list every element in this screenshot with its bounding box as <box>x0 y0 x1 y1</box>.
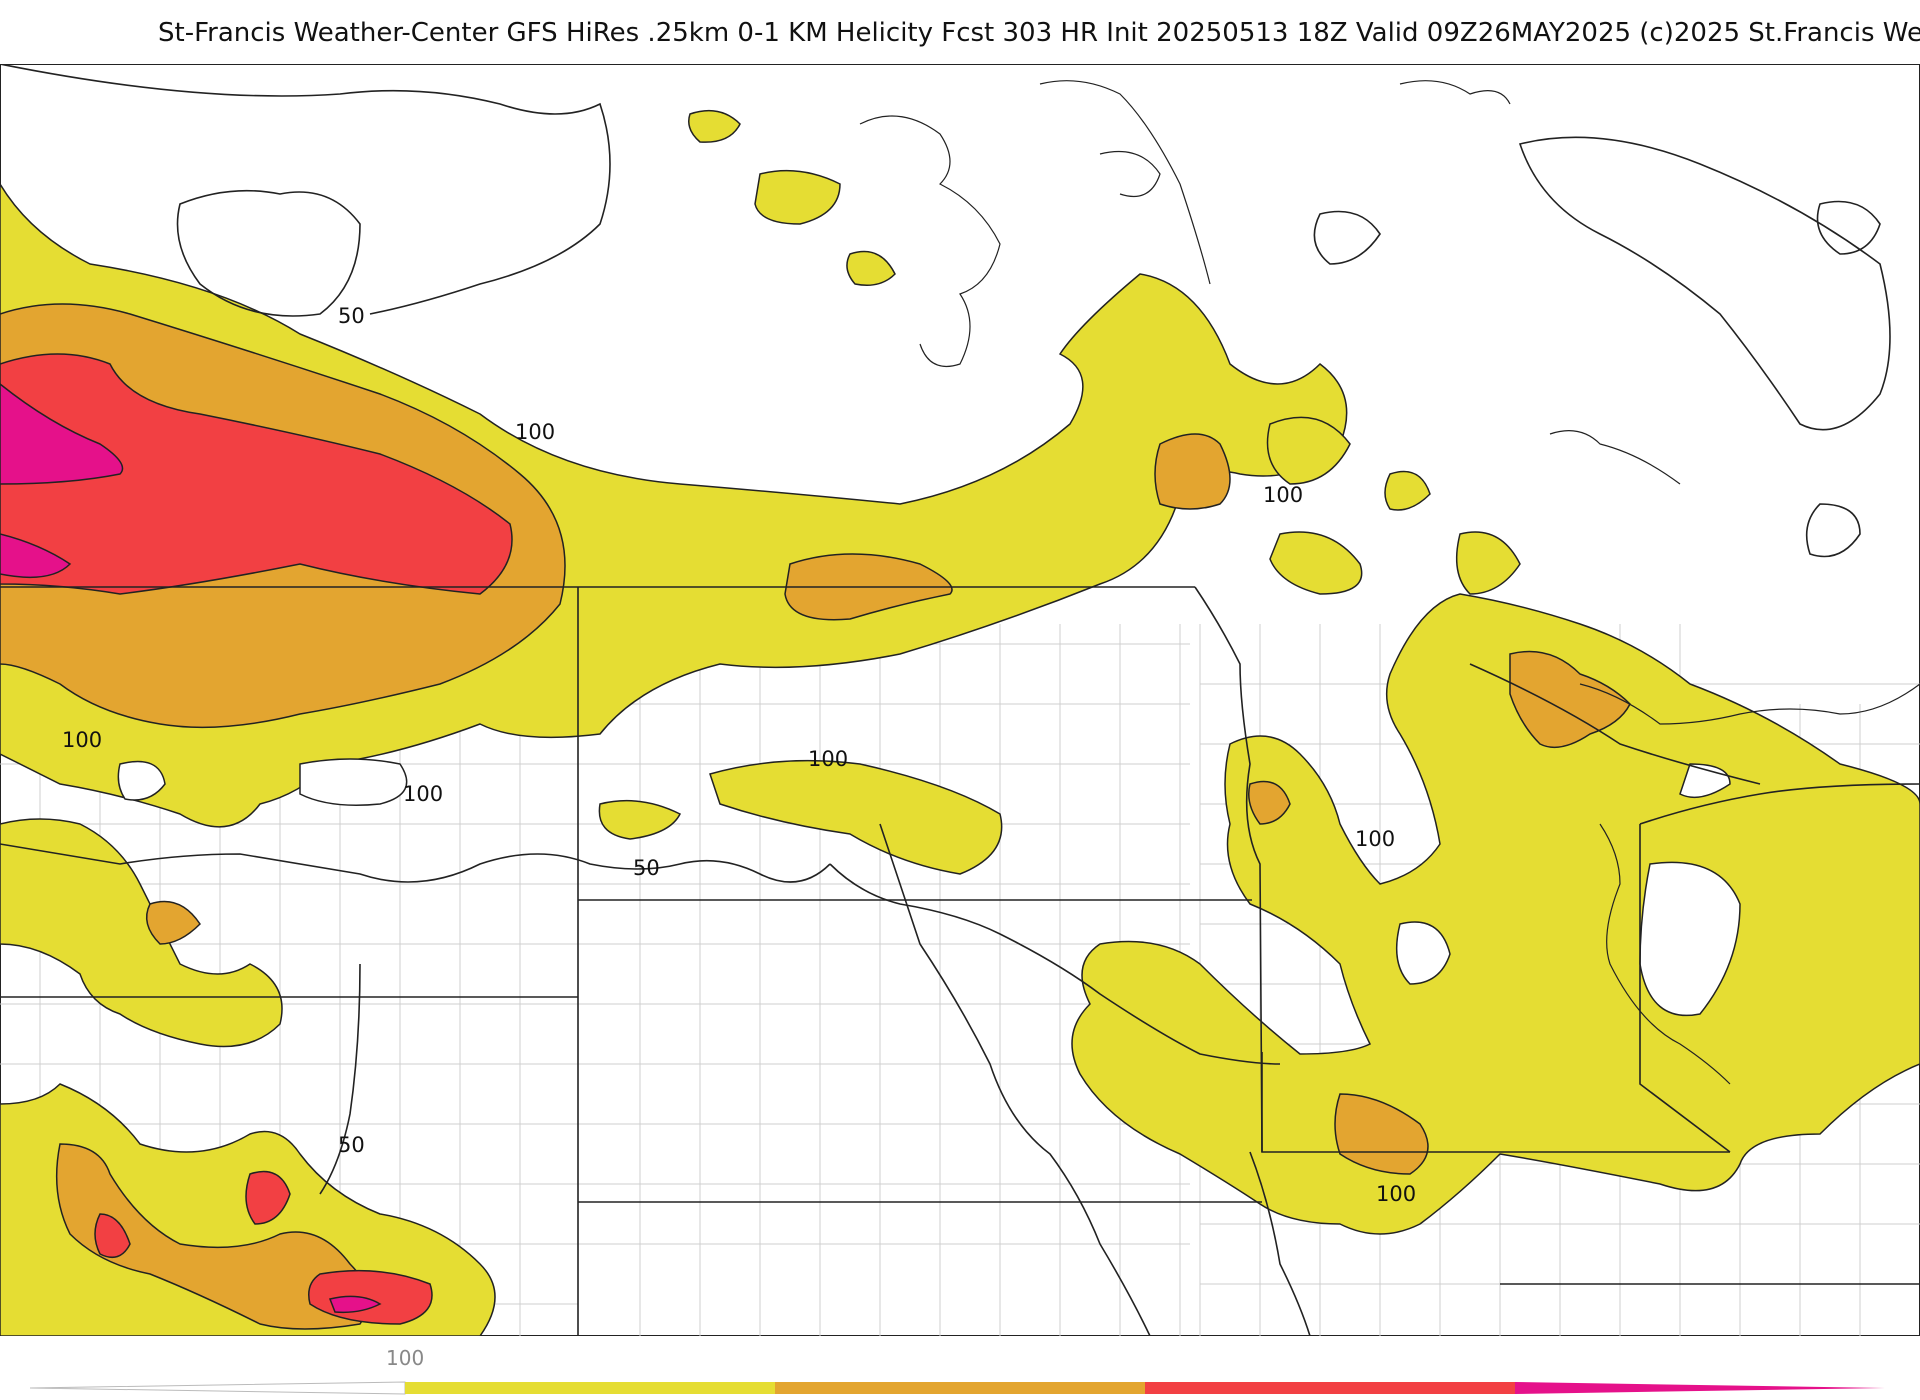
color-legend: 100 <box>0 1336 1920 1400</box>
contour-label: 100 <box>808 747 848 771</box>
legend-tick-label: 100 <box>386 1346 425 1370</box>
fill-150-east1 <box>1509 650 1631 749</box>
fill-100-blob7 <box>1455 531 1521 595</box>
contour-label: 100 <box>1263 483 1303 507</box>
coastlines <box>859 80 1920 1085</box>
fill-100-central-strip <box>709 759 1003 875</box>
contour-label: 100 <box>515 420 555 444</box>
fill-150-east3 <box>1334 1093 1429 1175</box>
legend-segment-4 <box>1515 1382 1885 1394</box>
legend-segment-2 <box>775 1382 1145 1394</box>
contour-label: 100 <box>1355 827 1395 851</box>
legend-segment-3 <box>1145 1382 1515 1394</box>
state-borders <box>0 586 1920 1336</box>
fill-100-blob5 <box>1384 470 1431 511</box>
contour-label: 50 <box>338 304 365 328</box>
contour-50-lines <box>0 64 1891 1195</box>
low-helicity-holes <box>117 758 1741 1017</box>
fill-100-blob3 <box>846 250 896 286</box>
legend-segment-0 <box>29 1381 406 1395</box>
contour-label: 100 <box>62 728 102 752</box>
fill-100-blob2 <box>754 169 841 225</box>
fill-250-west-2 <box>0 533 72 579</box>
contour-label: 100 <box>1376 1182 1416 1206</box>
contour-label: 50 <box>633 856 660 880</box>
helicity-fills <box>0 109 1920 1336</box>
fill-100-blob1 <box>688 109 741 143</box>
map-panel: 50 100 100 100 100 100 50 100 50 100 <box>0 64 1920 1336</box>
contour-label: 50 <box>338 1133 365 1157</box>
fill-150-north <box>1154 433 1231 510</box>
fill-100-blob6 <box>1269 531 1363 595</box>
fill-150-west-left <box>145 900 201 945</box>
fill-100-east <box>1071 593 1920 1235</box>
fill-250-southwest <box>328 1295 382 1314</box>
fill-200-southwest <box>245 1170 291 1225</box>
fill-100-central-strip2 <box>598 799 682 840</box>
fill-150-east2 <box>1248 780 1291 825</box>
map-title: St-Francis Weather-Center GFS HiRes .25k… <box>158 18 1920 48</box>
contour-labels: 50 100 100 100 100 100 50 100 50 100 <box>62 304 1416 1206</box>
contour-label: 100 <box>403 782 443 806</box>
helicity-map: 50 100 100 100 100 100 50 100 50 100 <box>0 64 1920 1336</box>
fill-200-southwest2 <box>94 1213 131 1259</box>
fill-100-blob4 <box>1266 416 1351 485</box>
legend-segment-1 <box>405 1382 775 1394</box>
fill-250-west <box>0 383 124 485</box>
header: St-Francis Weather-Center GFS HiRes .25k… <box>0 0 1920 64</box>
legend-colorbar <box>29 1381 1885 1395</box>
